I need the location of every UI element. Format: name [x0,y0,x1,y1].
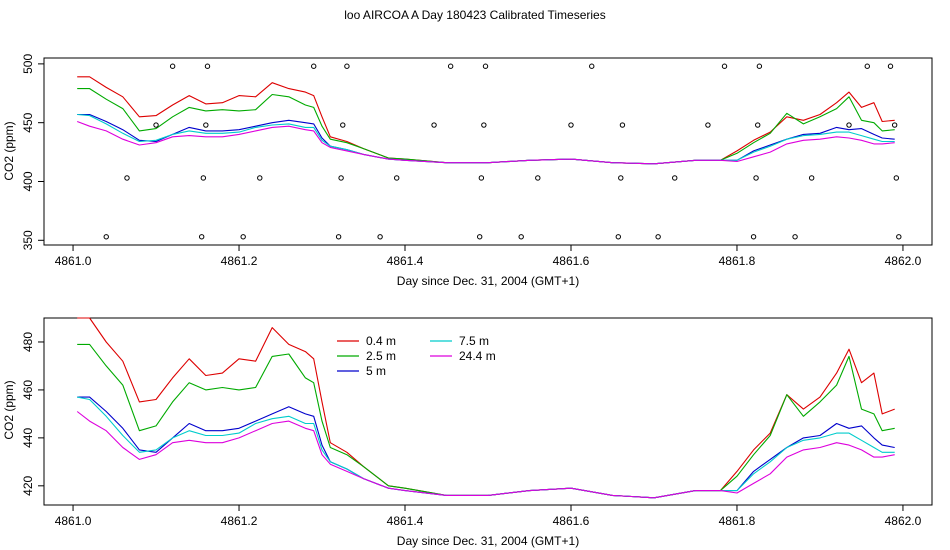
marker-point [481,122,487,128]
legend-label: 7.5 m [459,334,489,348]
y-axis-label: CO2 (ppm) [2,380,16,439]
figure-title: loo AIRCOA A Day 180423 Calibrated Times… [344,8,605,22]
legend-label: 2.5 m [366,349,396,363]
marker-point [335,234,342,240]
marker-point [864,63,870,69]
marker-point [478,175,485,181]
series-line-5-m [77,113,895,165]
marker-point [891,122,898,128]
series-lines [77,76,895,165]
series-line-24-4-m [77,120,895,165]
marker-point [482,63,489,69]
marker-point [257,175,263,181]
y-ticks: 420 440 460 480 [21,332,44,496]
x-tick-label: 4861.6 [553,254,590,268]
legend-label: 24.4 m [459,349,496,363]
x-tick-label: 4861.2 [221,514,258,528]
x-axis-label: Day since Dec. 31, 2004 (GMT+1) [397,274,579,288]
y-tick-label: 480 [21,332,35,352]
marker-point [896,234,902,240]
series-line-7-5-m [77,396,895,499]
series-lines [76,317,895,499]
marker-point [377,234,383,240]
marker-point [705,122,711,128]
series-line-7-5-m [77,113,895,165]
marker-point [672,175,678,181]
marker-point [124,175,130,181]
marker-point [655,234,661,240]
marker-point [756,63,763,69]
marker-point [887,63,894,69]
y-tick-label: 420 [21,475,35,495]
marker-point [792,234,798,240]
marker-point [568,122,574,128]
panel-top: Day since Dec. 31, 2004 (GMT+1) CO2 (ppm… [2,54,933,288]
x-tick-label: 4861.4 [387,514,424,528]
marker-point [753,175,759,181]
marker-point [153,122,159,128]
plot-frame [43,57,933,246]
marker-point [893,175,900,181]
marker-point [103,234,109,240]
marker-point [200,175,207,181]
marker-point [198,234,205,240]
series-line-24-4-m [76,411,895,499]
marker-point [755,122,761,128]
series-line-5-m [77,396,895,499]
y-tick-label: 350 [21,230,35,250]
marker-point [169,63,176,69]
legend-label: 0.4 m [366,334,396,348]
y-tick-label: 440 [21,428,35,448]
marker-point [394,175,400,181]
marker-point [846,122,852,128]
marker-point [589,63,595,69]
marker-point [203,122,209,128]
marker-point [311,63,317,69]
y-tick-label: 400 [21,171,35,191]
x-tick-label: 4861.0 [55,514,92,528]
marker-point [204,63,211,69]
marker-point [535,175,541,181]
marker-point [721,63,728,69]
x-tick-label: 4861.4 [387,254,424,268]
y-tick-label: 450 [21,112,35,132]
marker-point [808,175,815,181]
x-tick-label: 4861.2 [221,254,258,268]
marker-point [750,234,757,240]
marker-point [518,234,524,240]
marker-point [338,175,344,181]
marker-point [447,63,454,69]
legend: 0.4 m2.5 m5 m 7.5 m24.4 m [337,334,496,378]
panel-bottom: Day since Dec. 31, 2004 (GMT+1) CO2 (ppm… [2,317,933,548]
x-axis-label: Day since Dec. 31, 2004 (GMT+1) [397,534,579,548]
legend-label: 5 m [366,364,386,378]
marker-point [618,175,624,181]
marker-point [477,234,483,240]
marker-point [431,122,437,128]
x-tick-label: 4861.8 [719,514,756,528]
x-tick-label: 4861.6 [553,514,590,528]
x-tick-label: 4861.0 [55,254,92,268]
series-line-2-5-m [77,343,895,499]
series-line-2-5-m [77,88,895,165]
x-ticks: 4861.0 4861.2 4861.4 4861.6 4861.8 4862.0 [55,504,922,528]
marker-point [240,234,246,240]
marker-point [615,234,621,240]
y-ticks: 350 400 450 500 [21,54,44,250]
marker-point [340,122,346,128]
x-ticks: 4861.0 4861.2 4861.4 4861.6 4861.8 4862.0 [55,244,922,268]
marker-point [344,63,350,69]
x-tick-label: 4861.8 [719,254,756,268]
marker-points [103,63,902,240]
marker-point [619,122,626,128]
x-tick-label: 4862.0 [885,514,922,528]
x-tick-label: 4862.0 [885,254,922,268]
y-tick-label: 500 [21,54,35,74]
y-tick-label: 460 [21,380,35,400]
y-axis-label: CO2 (ppm) [2,121,16,180]
